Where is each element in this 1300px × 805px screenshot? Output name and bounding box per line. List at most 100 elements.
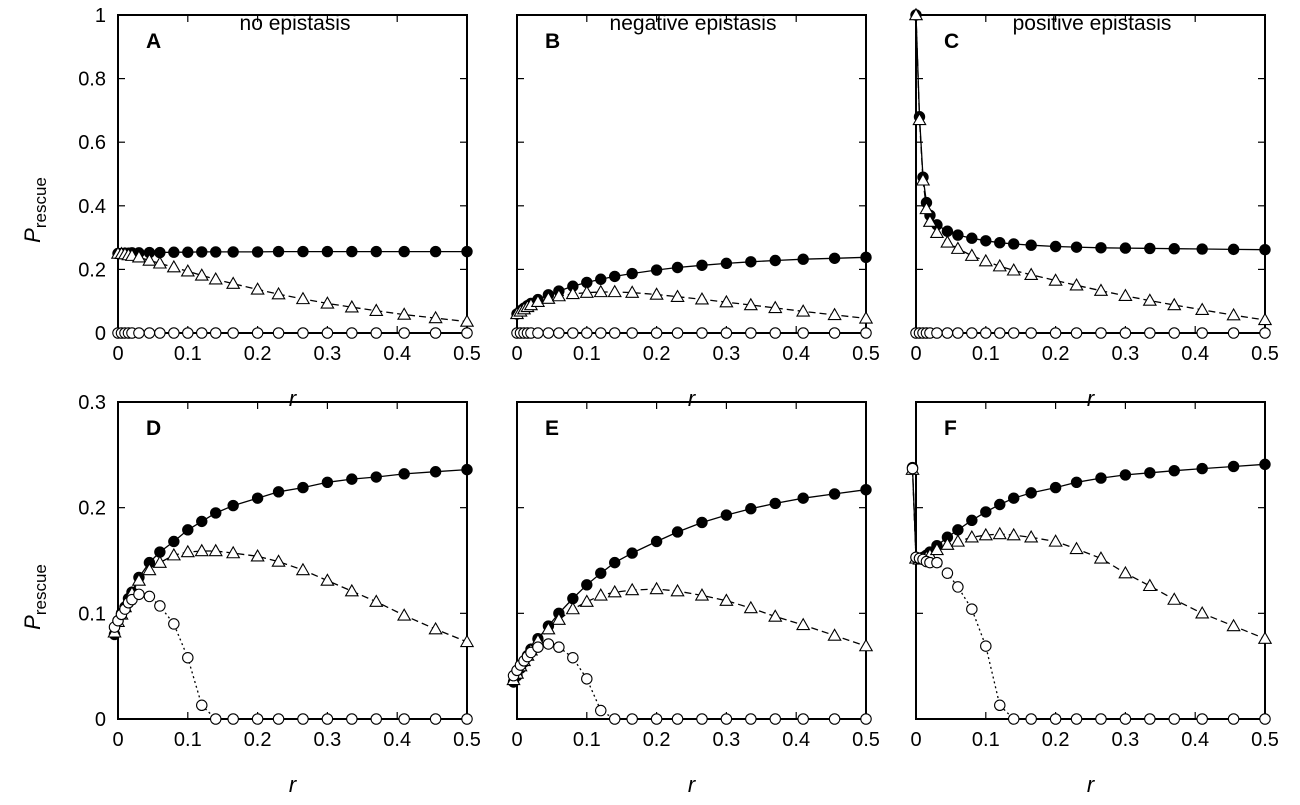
column-title-no-epistasis: no epistasis — [240, 12, 351, 35]
data-point-filled-circle — [1095, 242, 1107, 254]
data-point-open-circle — [860, 327, 872, 339]
data-point-filled-circle — [797, 492, 809, 504]
plot-frame — [516, 401, 867, 720]
data-point-open-circle — [297, 327, 309, 339]
data-point-filled-circle — [168, 246, 180, 258]
series-open-triangle — [908, 7, 1273, 326]
y-tick-label: 1 — [95, 5, 106, 27]
data-point-open-circle — [941, 567, 954, 579]
data-point-open-triangle — [1048, 534, 1063, 547]
series-line-solid — [911, 463, 1266, 560]
data-point-open-circle — [994, 699, 1006, 712]
series-filled-circle — [910, 9, 1271, 256]
data-point-filled-circle — [196, 515, 208, 528]
plot-frame — [915, 14, 1266, 334]
data-point-open-triangle — [565, 601, 580, 615]
data-point-filled-circle — [297, 481, 309, 494]
data-point-open-circle — [143, 327, 156, 339]
data-point-open-circle — [532, 327, 544, 339]
data-point-open-triangle — [166, 547, 181, 561]
data-point-filled-circle — [980, 235, 992, 247]
data-point-open-circle — [1144, 713, 1156, 725]
data-point-open-circle — [906, 462, 919, 475]
data-point-open-circle — [398, 713, 410, 725]
data-point-filled-circle — [1119, 469, 1132, 481]
data-point-open-triangle — [1048, 273, 1063, 286]
data-point-open-circle — [581, 327, 593, 339]
data-point-open-triangle — [625, 285, 640, 298]
y-axis-label-bottom: Prescue — [20, 564, 50, 630]
data-point-open-circle — [626, 713, 638, 725]
series-filled-circle — [507, 484, 872, 688]
data-point-filled-circle — [1025, 487, 1037, 499]
panel-label: F — [944, 417, 957, 440]
data-point-open-triangle — [719, 593, 734, 606]
data-point-open-circle — [461, 327, 473, 339]
data-point-open-circle — [1119, 327, 1132, 339]
panel-label: C — [944, 30, 959, 53]
series-open-triangle — [506, 581, 874, 686]
data-point-filled-circle — [370, 471, 382, 483]
panel-c: 0 0.1 0.2 0.3 0.4 0.5 Cr — [908, 7, 1279, 411]
plot-frame — [117, 14, 468, 334]
data-point-open-triangle — [768, 609, 783, 622]
data-point-filled-circle — [429, 466, 442, 478]
data-point-open-circle — [1049, 713, 1062, 725]
data-point-filled-circle — [671, 526, 684, 538]
series-open-triangle — [110, 246, 475, 327]
x-tick-label: 0.1 — [573, 343, 601, 365]
data-point-open-triangle — [992, 526, 1007, 540]
data-point-open-circle — [553, 327, 565, 339]
data-point-open-circle — [931, 327, 943, 339]
data-point-filled-circle — [720, 257, 733, 270]
data-point-open-circle — [1095, 713, 1107, 725]
data-point-open-circle — [251, 713, 264, 725]
x-tick-label: 0.4 — [383, 729, 411, 751]
x-tick-label: 0.3 — [1111, 729, 1139, 751]
data-point-open-circle — [196, 699, 208, 712]
x-tick-label: 0.4 — [1181, 729, 1209, 751]
data-point-filled-circle — [1119, 242, 1132, 254]
data-point-open-circle — [1007, 713, 1020, 725]
data-point-filled-circle — [272, 486, 285, 498]
data-point-open-triangle — [1257, 631, 1273, 644]
data-point-open-circle — [626, 327, 638, 339]
x-tick-label: 0 — [910, 729, 921, 751]
x-axis-label: r — [289, 772, 298, 797]
data-point-open-triangle — [1167, 297, 1182, 311]
data-point-open-triangle — [670, 583, 685, 597]
data-point-open-circle — [133, 588, 145, 601]
data-point-open-circle — [1025, 713, 1037, 725]
x-tick-label: 0.4 — [1181, 343, 1209, 365]
data-point-open-circle — [1119, 713, 1132, 725]
y-tick-label: 0 — [95, 323, 106, 345]
x-tick-label: 0.2 — [643, 729, 671, 751]
x-tick-label: 0.3 — [1111, 343, 1139, 365]
data-point-open-triangle — [131, 250, 147, 263]
data-point-open-triangle — [607, 284, 622, 298]
data-point-filled-circle — [461, 245, 473, 258]
data-point-open-triangle — [858, 311, 874, 324]
data-point-open-triangle — [271, 554, 286, 567]
data-point-open-circle — [251, 327, 264, 339]
data-point-open-triangle — [369, 594, 384, 607]
data-point-open-triangle — [551, 288, 567, 302]
x-tick-label: 0.4 — [782, 729, 810, 751]
data-point-filled-circle — [182, 246, 194, 258]
data-point-open-triangle — [541, 291, 556, 304]
x-tick-label: 0.3 — [712, 729, 740, 751]
data-point-open-triangle — [320, 296, 335, 309]
data-point-open-circle — [182, 651, 194, 664]
data-point-filled-circle — [966, 514, 978, 527]
data-point-open-triangle — [459, 634, 475, 648]
data-point-filled-circle — [745, 503, 757, 515]
data-point-open-triangle — [964, 529, 979, 543]
x-axis-label: r — [289, 386, 298, 411]
data-point-open-circle — [1227, 327, 1240, 339]
y-axis-label-top-main: P — [20, 228, 45, 243]
data-point-open-triangle — [579, 285, 594, 298]
data-point-open-triangle — [208, 543, 223, 557]
data-point-open-triangle — [180, 544, 195, 558]
plot-frame — [117, 401, 468, 720]
